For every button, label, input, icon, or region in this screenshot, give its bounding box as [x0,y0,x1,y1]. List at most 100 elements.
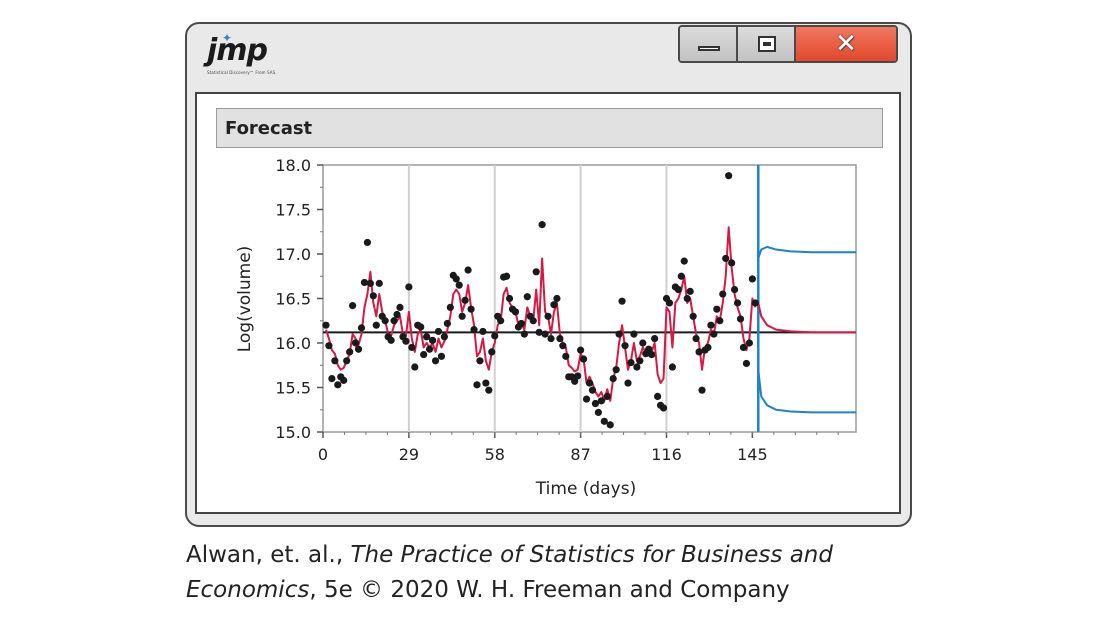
data-point [360,278,369,287]
data-point [458,312,466,320]
data-point [402,337,410,345]
plot-frame [322,164,857,433]
data-point [550,301,558,309]
data-point [615,330,623,338]
data-point [674,286,682,294]
data-point [431,357,440,365]
data-point [689,312,697,320]
data-point [529,317,537,325]
window-controls: ✕ [678,25,898,63]
data-point [334,381,342,389]
series-layer [322,165,856,432]
data-point [651,334,659,343]
x-tick-label: 58 [485,445,505,464]
data-point [428,336,437,344]
data-point [624,379,632,387]
y-tick-label: 15.0 [275,423,311,442]
data-point [538,221,546,229]
data-point [343,357,351,365]
data-point [692,334,700,343]
data-point [574,372,582,380]
data-point [369,292,377,300]
data-point [725,172,733,180]
data-point [654,392,662,400]
caption-title-part-2: Economics [186,577,310,603]
maximize-button[interactable] [738,27,796,61]
data-point [473,381,481,389]
data-point [381,317,389,325]
data-point [751,299,759,307]
y-tick-label: 17.0 [275,245,311,264]
data-point [686,287,694,295]
data-point [588,386,597,394]
data-point [710,330,718,338]
data-point [322,321,330,329]
data-point [668,363,677,371]
data-point [597,397,605,405]
data-point [739,343,748,352]
data-point [520,330,528,338]
data-point [633,363,641,371]
data-point [594,408,602,417]
panel-title: Forecast [225,118,313,139]
x-tick-label: 145 [737,445,768,464]
data-point [390,317,398,325]
forecast-line [757,302,856,334]
close-button[interactable]: ✕ [796,27,896,61]
data-point [630,330,638,338]
data-point [659,404,668,412]
data-point [612,366,620,374]
caption-publisher: , 5e © 2020 W. H. Freeman and Company [309,577,790,603]
data-point [479,327,487,336]
data-point [609,375,617,383]
data-point [582,395,591,403]
caption-line-2: Economics, 5e © 2020 W. H. Freeman and C… [186,573,1086,608]
close-icon: ✕ [835,29,857,59]
forecast-panel-header[interactable]: Forecast [216,108,883,148]
minimize-button[interactable] [680,27,738,61]
data-point [497,317,505,325]
y-tick-label: 16.5 [275,290,311,309]
data-point [627,358,635,367]
data-point [733,299,742,307]
data-point [485,386,493,394]
data-point [648,350,656,359]
data-point [736,315,745,323]
data-point [603,392,611,400]
lower-bound-line [757,369,856,414]
data-point [639,339,647,347]
data-point [683,294,691,303]
figure-caption: Alwan, et. al., The Practice of Statisti… [186,538,1086,608]
data-point [532,268,540,276]
upper-bound-line [757,245,856,259]
logo-text: jmp [207,33,268,68]
y-axis-label: Log(volume) [235,246,255,353]
data-point [476,357,484,365]
data-point [745,339,754,347]
data-point [698,386,706,394]
logo-star-icon: ✦ [222,31,233,45]
data-point [491,332,499,340]
data-point [559,342,567,350]
data-point [375,279,383,287]
data-point [434,327,443,336]
data-point [387,336,395,344]
data-point [396,303,404,311]
data-point [464,266,472,274]
data-point [372,321,380,329]
x-tick-label: 116 [651,445,682,464]
data-point [393,310,401,319]
data-point [553,294,561,303]
data-point [437,352,446,360]
y-tick-label: 18.0 [275,156,311,175]
data-point [470,326,478,334]
data-point [357,324,366,332]
data-point [579,355,588,363]
data-point [363,238,372,247]
caption-line-1: Alwan, et. al., The Practice of Statisti… [186,538,1086,573]
data-point [443,319,451,328]
data-point [716,317,724,325]
data-point [618,297,626,305]
data-point [695,348,703,356]
